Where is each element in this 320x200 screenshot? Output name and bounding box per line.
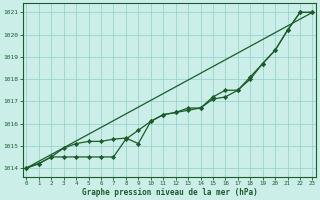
X-axis label: Graphe pression niveau de la mer (hPa): Graphe pression niveau de la mer (hPa) (82, 188, 257, 197)
